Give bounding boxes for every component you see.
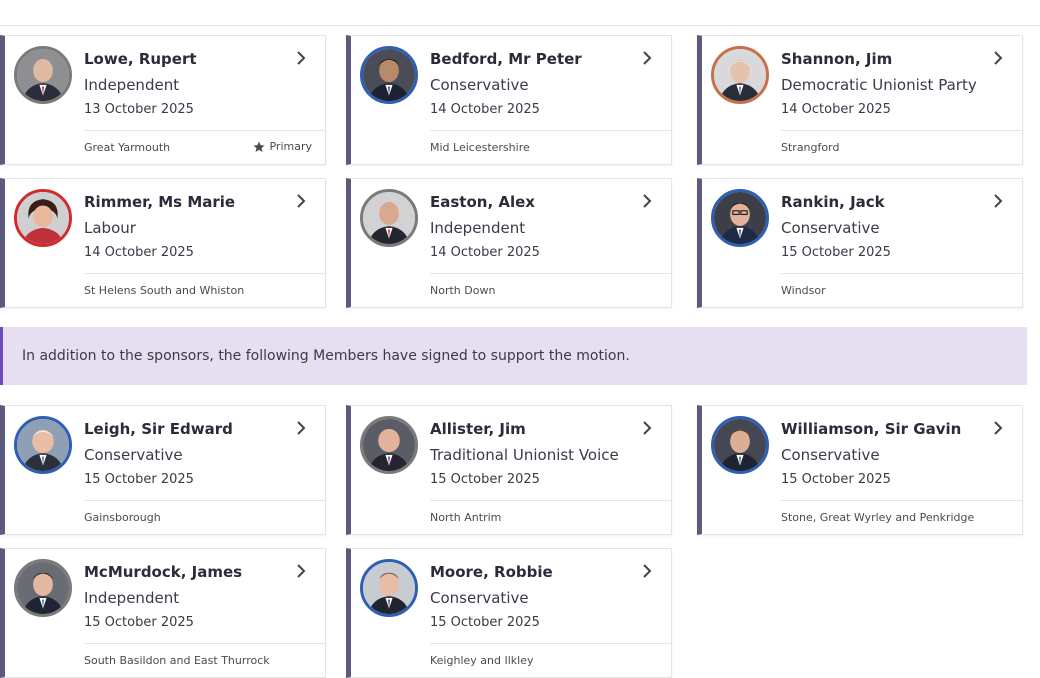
member-card[interactable]: Rimmer, Ms Marie Labour 14 October 2025 … <box>0 178 326 308</box>
member-card[interactable]: Rankin, Jack Conservative 15 October 202… <box>697 178 1023 308</box>
signed-date: 15 October 2025 <box>781 245 891 260</box>
member-avatar <box>14 559 72 617</box>
member-constituency: South Basildon and East Thurrock <box>84 654 270 667</box>
member-name[interactable]: Williamson, Sir Gavin <box>781 420 962 438</box>
chevron-right-icon[interactable] <box>988 418 1008 438</box>
member-constituency: Stone, Great Wyrley and Penkridge <box>781 511 975 524</box>
member-card[interactable]: Allister, Jim Traditional Unionist Voice… <box>346 405 672 535</box>
chevron-right-icon[interactable] <box>291 191 311 211</box>
member-constituency: North Antrim <box>430 511 502 524</box>
member-party: Traditional Unionist Voice <box>430 446 619 464</box>
member-constituency: Strangford <box>781 141 840 154</box>
card-divider <box>84 500 325 501</box>
member-constituency: Windsor <box>781 284 826 297</box>
signed-date: 14 October 2025 <box>781 102 891 117</box>
member-avatar <box>360 189 418 247</box>
card-divider <box>84 273 325 274</box>
signed-date: 15 October 2025 <box>430 472 540 487</box>
supporters-notice: In addition to the sponsors, the followi… <box>0 327 1027 385</box>
signed-date: 15 October 2025 <box>84 615 194 630</box>
chevron-right-icon[interactable] <box>988 48 1008 68</box>
star-icon <box>253 141 266 152</box>
member-avatar <box>14 416 72 474</box>
member-constituency: Great Yarmouth <box>84 141 171 154</box>
member-name[interactable]: Lowe, Rupert <box>84 50 197 68</box>
member-card[interactable]: Easton, Alex Independent 14 October 2025… <box>346 178 672 308</box>
member-avatar <box>360 559 418 617</box>
chevron-right-icon[interactable] <box>291 48 311 68</box>
card-divider <box>430 273 671 274</box>
member-card[interactable]: Leigh, Sir Edward Conservative 15 Octobe… <box>0 405 326 535</box>
card-divider <box>430 130 671 131</box>
signed-date: 14 October 2025 <box>430 102 540 117</box>
member-card[interactable]: McMurdock, James Independent 15 October … <box>0 548 326 678</box>
member-avatar <box>711 46 769 104</box>
signed-date: 15 October 2025 <box>84 472 194 487</box>
chevron-right-icon[interactable] <box>637 191 657 211</box>
member-name[interactable]: Allister, Jim <box>430 420 526 438</box>
member-card[interactable]: Moore, Robbie Conservative 15 October 20… <box>346 548 672 678</box>
member-avatar <box>711 189 769 247</box>
member-party: Conservative <box>84 446 183 464</box>
signed-date: 15 October 2025 <box>781 472 891 487</box>
card-divider <box>84 130 325 131</box>
card-divider <box>430 643 671 644</box>
member-avatar <box>711 416 769 474</box>
member-constituency: Mid Leicestershire <box>430 141 530 154</box>
member-name[interactable]: McMurdock, James <box>84 563 243 581</box>
member-name[interactable]: Shannon, Jim <box>781 50 893 68</box>
card-divider <box>84 643 325 644</box>
top-bar <box>0 0 1040 26</box>
member-party: Independent <box>84 589 180 607</box>
member-party: Conservative <box>781 446 880 464</box>
member-card[interactable]: Lowe, Rupert Independent 13 October 2025… <box>0 35 326 165</box>
member-card[interactable]: Bedford, Mr Peter Conservative 14 Octobe… <box>346 35 672 165</box>
member-party: Democratic Unionist Party <box>781 76 977 94</box>
member-party: Conservative <box>781 219 880 237</box>
member-name[interactable]: Rimmer, Ms Marie <box>84 193 236 211</box>
signed-date: 15 October 2025 <box>430 615 540 630</box>
chevron-right-icon[interactable] <box>988 191 1008 211</box>
chevron-right-icon[interactable] <box>637 561 657 581</box>
member-name[interactable]: Rankin, Jack <box>781 193 885 211</box>
member-name[interactable]: Easton, Alex <box>430 193 535 211</box>
chevron-right-icon[interactable] <box>637 48 657 68</box>
member-avatar <box>14 46 72 104</box>
signed-date: 14 October 2025 <box>430 245 540 260</box>
chevron-right-icon[interactable] <box>291 418 311 438</box>
member-constituency: Keighley and Ilkley <box>430 654 534 667</box>
card-divider <box>430 500 671 501</box>
primary-badge: Primary <box>253 140 312 153</box>
member-party: Conservative <box>430 589 529 607</box>
chevron-right-icon[interactable] <box>637 418 657 438</box>
member-card[interactable]: Williamson, Sir Gavin Conservative 15 Oc… <box>697 405 1023 535</box>
member-card[interactable]: Shannon, Jim Democratic Unionist Party 1… <box>697 35 1023 165</box>
member-avatar <box>360 416 418 474</box>
member-party: Independent <box>84 76 180 94</box>
member-name[interactable]: Leigh, Sir Edward <box>84 420 233 438</box>
card-divider <box>781 500 1022 501</box>
member-constituency: North Down <box>430 284 496 297</box>
card-divider <box>781 130 1022 131</box>
chevron-right-icon[interactable] <box>291 561 311 581</box>
card-divider <box>781 273 1022 274</box>
member-name[interactable]: Bedford, Mr Peter <box>430 50 582 68</box>
primary-badge-label: Primary <box>269 140 312 153</box>
member-constituency: Gainsborough <box>84 511 161 524</box>
member-party: Labour <box>84 219 136 237</box>
member-party: Independent <box>430 219 526 237</box>
signed-date: 13 October 2025 <box>84 102 194 117</box>
member-constituency: St Helens South and Whiston <box>84 284 245 297</box>
signed-date: 14 October 2025 <box>84 245 194 260</box>
member-name[interactable]: Moore, Robbie <box>430 563 553 581</box>
member-avatar <box>360 46 418 104</box>
member-avatar <box>14 189 72 247</box>
member-party: Conservative <box>430 76 529 94</box>
